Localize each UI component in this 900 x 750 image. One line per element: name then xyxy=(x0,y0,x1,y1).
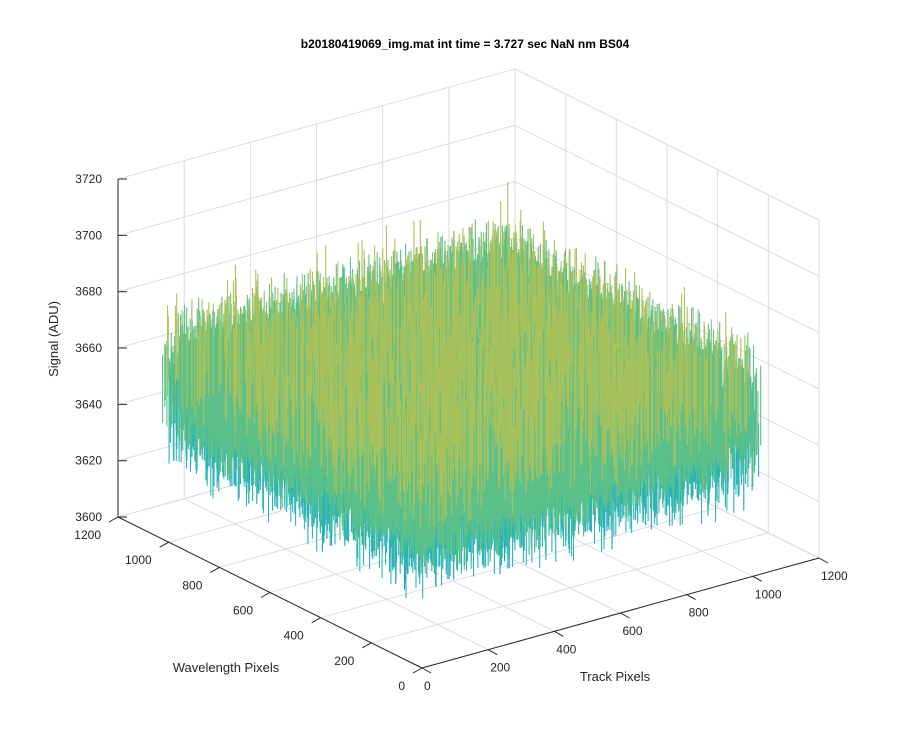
y-axis-label: Wavelength Pixels xyxy=(173,660,280,675)
x-tick-mark xyxy=(421,667,432,674)
y-tick-label: 400 xyxy=(284,629,304,643)
z-tick-label: 3600 xyxy=(75,510,102,524)
surface-spikes xyxy=(167,182,750,527)
tick-labels: 0 200 400 600 800 1000 1200 0 200 400 600 800 1000 12… xyxy=(74,172,848,693)
y-tick-label: 600 xyxy=(233,604,253,618)
y-tick-mark xyxy=(260,592,271,598)
z-tick-label: 3680 xyxy=(75,285,102,299)
y-tick-mark xyxy=(159,541,169,548)
y-tick-label: 800 xyxy=(182,578,202,592)
floor-grid-y xyxy=(371,532,769,644)
back-wall-grid-z xyxy=(117,181,516,293)
x-axis-label: Track Pixels xyxy=(580,669,651,684)
y-tick-label: 0 xyxy=(398,679,405,693)
back-wall-grid-z xyxy=(117,68,516,180)
y-tick-label: 1200 xyxy=(74,528,101,542)
x-tick-label: 400 xyxy=(556,642,576,656)
x-tick-mark xyxy=(620,612,630,619)
x-tick-label: 200 xyxy=(490,661,510,675)
side-wall-grid-z xyxy=(514,68,820,221)
y-tick-mark xyxy=(210,566,220,573)
z-tick-label: 3700 xyxy=(75,228,102,242)
x-tick-mark xyxy=(752,575,763,582)
x-tick-label: 600 xyxy=(623,624,643,638)
x-tick-label: 800 xyxy=(689,606,709,620)
z-tick-label: 3720 xyxy=(75,172,102,186)
x-tick-mark xyxy=(554,630,564,637)
x-tick-label: 1200 xyxy=(821,569,848,583)
surface-plot xyxy=(162,182,762,599)
x-tick-mark xyxy=(487,649,498,656)
axes-layer xyxy=(108,178,829,674)
side-wall-grid-z xyxy=(514,124,820,277)
z-tick-label: 3620 xyxy=(75,454,102,468)
x-tick-label: 1000 xyxy=(755,587,782,601)
z-axis-label: Signal (ADU) xyxy=(46,301,61,377)
y-tick-mark xyxy=(311,617,321,624)
x-tick-label: 0 xyxy=(424,679,431,693)
side-wall-grid-z xyxy=(514,181,820,334)
x-tick-mark xyxy=(818,557,829,564)
y-tick-label: 200 xyxy=(334,654,354,668)
y-tick-mark xyxy=(108,516,119,523)
z-tick-label: 3660 xyxy=(75,341,102,355)
back-wall-grid-z xyxy=(117,124,516,236)
chart-title: b20180419069_img.mat int time = 3.727 se… xyxy=(301,37,630,51)
x-tick-mark xyxy=(686,594,696,601)
y-tick-mark xyxy=(362,642,372,649)
y-tick-label: 1000 xyxy=(125,553,152,567)
z-tick-label: 3640 xyxy=(75,397,102,411)
y-tick-mark xyxy=(412,667,423,674)
